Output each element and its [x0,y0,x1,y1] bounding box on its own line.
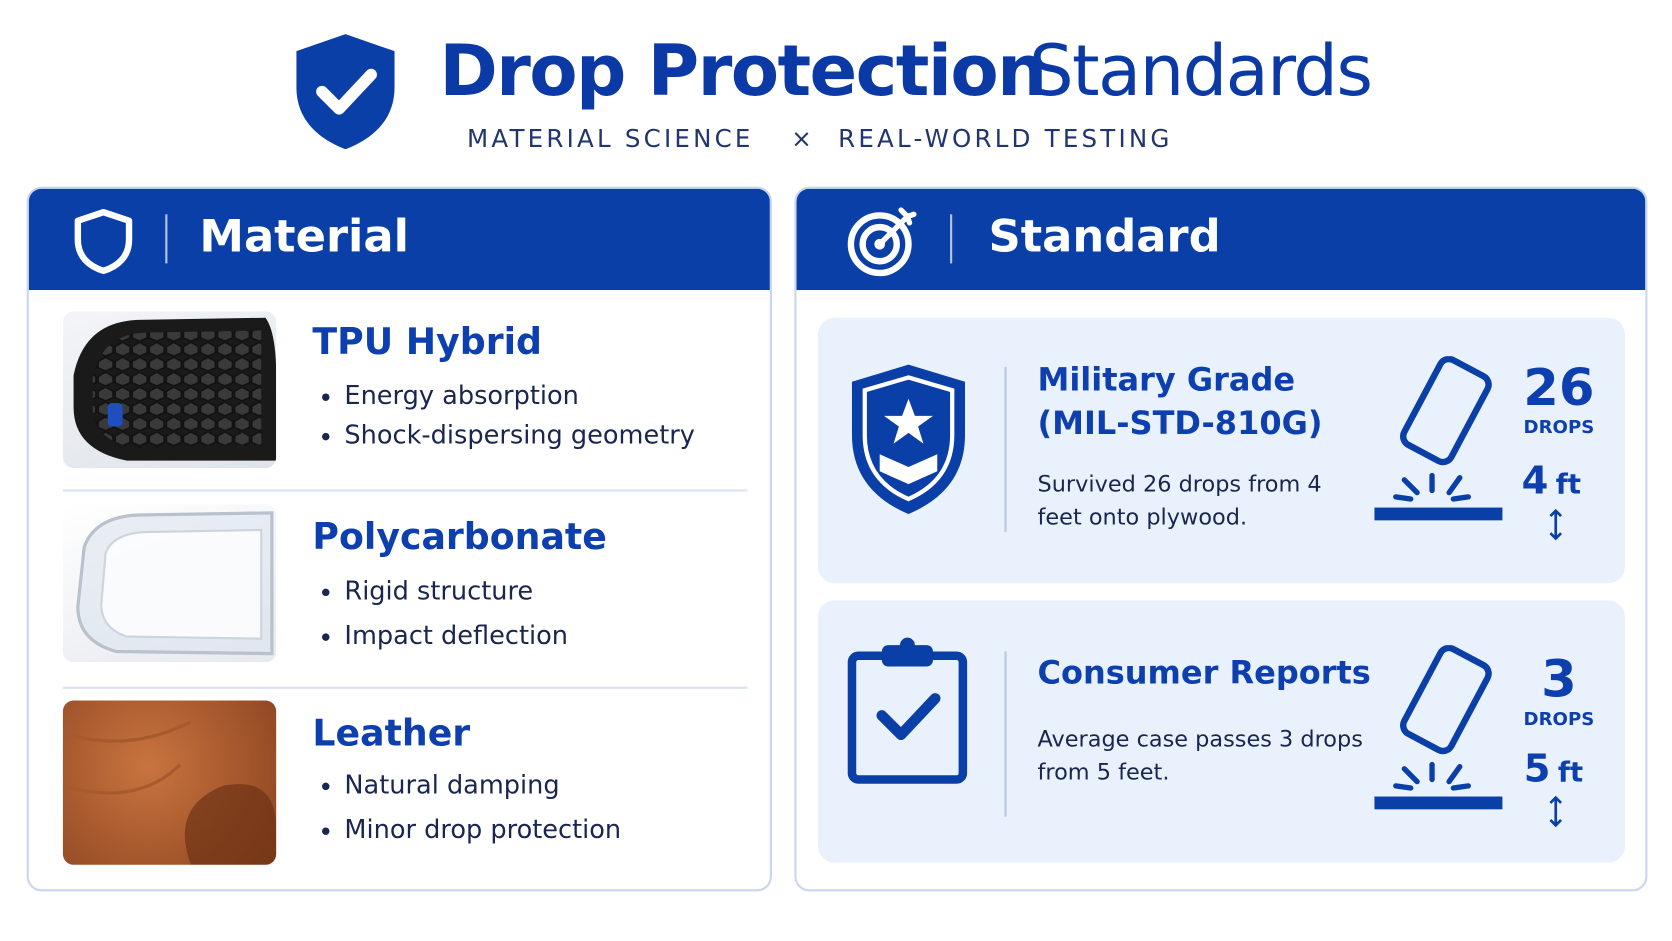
material-name: Polycarbonate [312,516,607,559]
separator [1004,651,1007,817]
standard-name: Military Grade [1037,361,1296,399]
height-arrow [1549,795,1563,828]
panel-header: Material [28,188,770,291]
drop-count: 26 [1523,358,1595,418]
badge-icon [851,364,966,514]
drop-count: 3 [1541,649,1577,710]
drop-label: DROPS [1523,416,1595,439]
panel-heading: Standard [988,210,1221,263]
target-icon [847,207,917,277]
bullet: Rigid structure [344,576,568,606]
standard-name: Consumer Reports [1037,654,1371,693]
standard-description: Average case passes 3 drops from 5 feet. [1037,726,1363,785]
title-bold: Drop Protection [439,29,1047,112]
drop-label: DROPS [1523,709,1595,731]
standard-description: Survived 26 drops from 4 feet onto plywo… [1037,471,1322,530]
material-name: Leather [312,712,471,755]
bullet-list: Rigid structure Impact deflection [312,576,568,660]
shield-logo [296,34,395,150]
shield-icon [74,208,133,275]
clipboard-icon [847,637,968,784]
separator [165,214,168,264]
bullet: Impact deflection [344,621,568,651]
subtitle: MATERIAL SCIENCE [467,125,754,154]
title-light: Standards [1028,29,1373,112]
panel-heading: Material [199,210,409,263]
height-value: 4 [1521,459,1549,504]
tpu-image [62,311,277,469]
standard-card: Military Grade (MIL-STD-810G) Survived 2… [817,317,1626,584]
separator [950,214,953,264]
bullet: Minor drop protection [344,815,621,845]
separator [1004,366,1007,533]
bullet-list: Natural damping Minor drop protection [312,770,621,854]
bullet: Natural damping [344,770,621,800]
standard-card: Consumer Reports Average case passes 3 d… [817,600,1626,863]
bullet-list: Energy absorption Shock-dispersing geome… [312,381,695,460]
subtitle-separator: × [791,125,815,154]
subtitle: REAL-WORLD TESTING [838,125,1173,154]
material-panel: Material TPU Hybrid Energy absorption Sh… [26,186,773,892]
drop-icon [1374,356,1503,521]
bullet: Energy absorption [344,381,695,411]
bullet: Shock-dispersing geometry [344,420,695,450]
divider [62,686,748,689]
height-value: 5 [1523,747,1551,792]
leather-roll [62,720,277,865]
material-name: TPU Hybrid [312,320,542,364]
standard-panel: Standard Military Grade (MIL-STD-810G) S… [794,186,1648,892]
drop-icon [1374,645,1503,810]
clear-case [76,511,274,656]
tpu-case [73,317,277,461]
height-unit: ft [1555,469,1582,502]
divider [62,489,748,492]
leather-image [62,700,277,865]
polycarbonate-image [62,504,277,663]
standard-code: (MIL-STD-810G) [1037,405,1323,443]
height-unit: ft [1557,757,1584,790]
height-arrow [1549,508,1563,541]
panel-header: Standard [796,188,1646,291]
